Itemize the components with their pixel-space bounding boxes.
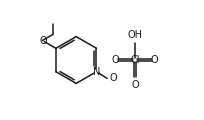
Text: N: N — [93, 67, 100, 77]
Text: O: O — [109, 73, 117, 83]
Text: O: O — [131, 80, 139, 90]
Text: OH: OH — [128, 30, 143, 40]
Text: O: O — [151, 55, 159, 65]
Text: Cl: Cl — [130, 55, 140, 65]
Text: O: O — [40, 36, 47, 46]
Text: O: O — [111, 55, 119, 65]
